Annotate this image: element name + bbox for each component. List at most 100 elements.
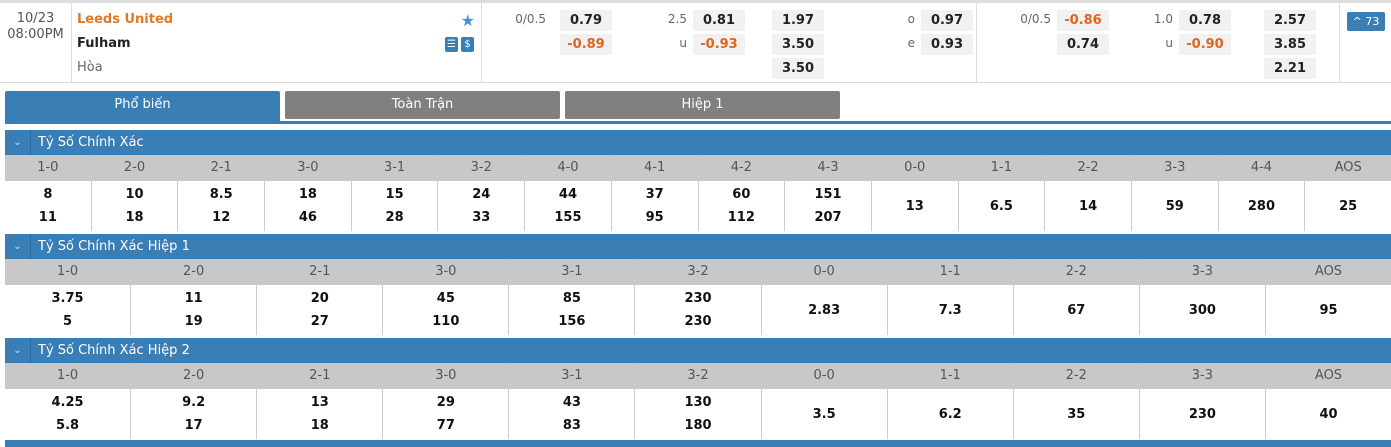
odd-value[interactable]: 24	[472, 187, 491, 202]
odd-oe-odd[interactable]: 0.97	[921, 10, 973, 31]
score-column: 3-1 43 83	[509, 363, 636, 439]
odd-value[interactable]: 20	[310, 291, 329, 306]
odd-value[interactable]: 18	[125, 210, 144, 225]
odd-1x2-away[interactable]: 3.85	[1264, 34, 1316, 55]
odd-value[interactable]: 29	[436, 395, 455, 410]
odd-value[interactable]: 40	[1319, 406, 1338, 422]
odd-value[interactable]: 8.5	[209, 187, 233, 202]
odd-value[interactable]: 3.75	[51, 291, 84, 306]
odd-over[interactable]: 0.81	[693, 10, 745, 31]
tab-popular[interactable]: Phổ biến	[5, 91, 280, 124]
odd-value[interactable]: 17	[184, 418, 203, 433]
odd-value[interactable]: 151	[814, 187, 842, 202]
odd-value[interactable]: 18	[310, 418, 329, 433]
odd-hdp-away[interactable]: -0.89	[560, 34, 612, 55]
score-column: 3-0 29 77	[383, 363, 510, 439]
odd-value[interactable]: 46	[298, 210, 317, 225]
favorite-star-icon[interactable]: ★	[460, 11, 475, 30]
score-grid: 1-0 4.25 5.8 2-0 9.2 17 2-1 13 18 3-0 29 77 3-1 43 83 3…	[5, 363, 1391, 439]
odd-value[interactable]: 112	[727, 210, 755, 225]
odd-value[interactable]: 35	[1067, 406, 1086, 422]
odd-value[interactable]: 18	[298, 187, 317, 202]
odd-value[interactable]: 13	[905, 198, 924, 214]
odd-value[interactable]: 77	[436, 418, 455, 433]
odd-1x2-home[interactable]: 1.97	[772, 10, 824, 31]
odd-value[interactable]: 44	[558, 187, 578, 202]
odd-value[interactable]: 95	[645, 210, 664, 225]
odd-value[interactable]: 37	[645, 187, 664, 202]
odd-oe-even[interactable]: 0.93	[921, 34, 973, 55]
odd-value[interactable]: 85	[562, 291, 581, 306]
home-team[interactable]: Leeds United	[77, 12, 174, 27]
odd-value[interactable]: 45	[436, 291, 455, 306]
odd-value[interactable]: 3.5	[812, 406, 836, 422]
odd-value[interactable]: 60	[732, 187, 751, 202]
odd-value[interactable]: 13	[310, 395, 329, 410]
odd-value[interactable]: 83	[562, 418, 581, 433]
odd-value[interactable]: 300	[1188, 302, 1216, 318]
stats-icon[interactable]: ☰	[445, 37, 458, 52]
odd-value[interactable]: 7.3	[938, 302, 962, 318]
odd-value[interactable]: 155	[554, 210, 582, 225]
odd-value[interactable]: 27	[310, 314, 329, 329]
odd-value[interactable]: 110	[432, 314, 460, 329]
odd-value[interactable]: 11	[38, 210, 57, 225]
odd-1x2-home[interactable]: 2.57	[1264, 10, 1316, 31]
chevron-down-icon[interactable]: ⌄	[5, 338, 31, 363]
odd-value[interactable]: 12	[212, 210, 231, 225]
odd-under[interactable]: -0.93	[693, 34, 745, 55]
odd-hdp-home[interactable]: 0.79	[560, 10, 612, 31]
odd-value[interactable]: 230	[684, 314, 712, 329]
odd-value[interactable]: 230	[1188, 406, 1216, 422]
score-odds: 45 110	[383, 285, 508, 335]
odd-value[interactable]: 5.8	[56, 418, 80, 433]
odd-1x2-draw[interactable]: 2.21	[1264, 58, 1316, 79]
odd-value[interactable]: 180	[684, 418, 712, 433]
odd-value[interactable]: 9.2	[182, 395, 206, 410]
odd-value[interactable]: 14	[1079, 198, 1098, 214]
away-team[interactable]: Fulham	[77, 36, 131, 51]
odd-value[interactable]: 156	[558, 314, 586, 329]
odd-value[interactable]: 25	[1339, 198, 1358, 214]
dollar-icon[interactable]: $	[461, 37, 474, 52]
odd-value[interactable]: 8	[43, 187, 53, 202]
odd-value[interactable]: 33	[472, 210, 491, 225]
section-header[interactable]: ⌄ Tỷ Số Chính Xác	[5, 130, 1391, 155]
tab-fulltime[interactable]: Toàn Trận	[285, 91, 560, 119]
odd-value[interactable]: 6.2	[938, 406, 962, 422]
score-odds: 8.5 12	[178, 181, 264, 231]
tab-firsthalf[interactable]: Hiệp 1	[565, 91, 840, 119]
section-header[interactable]: ⌄ Tỷ Số Chính Xác Hiệp 2	[5, 338, 1391, 363]
odd-value[interactable]: 2.83	[808, 302, 841, 318]
odd-hdp-away[interactable]: 0.74	[1057, 34, 1109, 55]
odd-value[interactable]: 67	[1067, 302, 1086, 318]
odd-value[interactable]: 43	[562, 395, 581, 410]
odd-value[interactable]: 4.25	[51, 395, 84, 410]
odd-under[interactable]: -0.90	[1179, 34, 1231, 55]
odd-value[interactable]: 5	[63, 314, 73, 329]
odd-value[interactable]: 11	[184, 291, 203, 306]
odd-value[interactable]: 280	[1247, 198, 1276, 214]
odd-value[interactable]: 28	[385, 210, 404, 225]
score-column: 3-0 18 46	[265, 155, 352, 231]
odd-value[interactable]: 15	[385, 187, 404, 202]
chevron-down-icon[interactable]: ⌄	[5, 130, 31, 155]
chevron-down-icon[interactable]: ⌄	[5, 234, 31, 259]
odd-value[interactable]: 130	[684, 395, 712, 410]
odd-value[interactable]: 10	[125, 187, 144, 202]
section-header[interactable]: ⌄ Tỷ Số Chính Xác Hiệp 1	[5, 234, 1391, 259]
odd-value[interactable]: 6.5	[989, 198, 1013, 214]
odd-over[interactable]: 0.78	[1179, 10, 1231, 31]
teams-cell: Leeds United Fulham Hòa ★ ☰ $	[72, 3, 482, 83]
odd-value[interactable]: 19	[184, 314, 203, 329]
odd-1x2-away[interactable]: 3.50	[772, 34, 824, 55]
odd-value[interactable]: 95	[1319, 302, 1338, 318]
more-bets-button[interactable]: ^ 73	[1347, 12, 1385, 31]
odd-value[interactable]: 59	[1165, 198, 1184, 214]
odd-hdp-home[interactable]: -0.86	[1057, 10, 1109, 31]
odd-value[interactable]: 207	[814, 210, 842, 225]
odd-1x2-draw[interactable]: 3.50	[772, 58, 824, 79]
score-column: 3-2 130 180	[635, 363, 762, 439]
score-label: 0-0	[761, 363, 887, 389]
odd-value[interactable]: 230	[684, 291, 712, 306]
